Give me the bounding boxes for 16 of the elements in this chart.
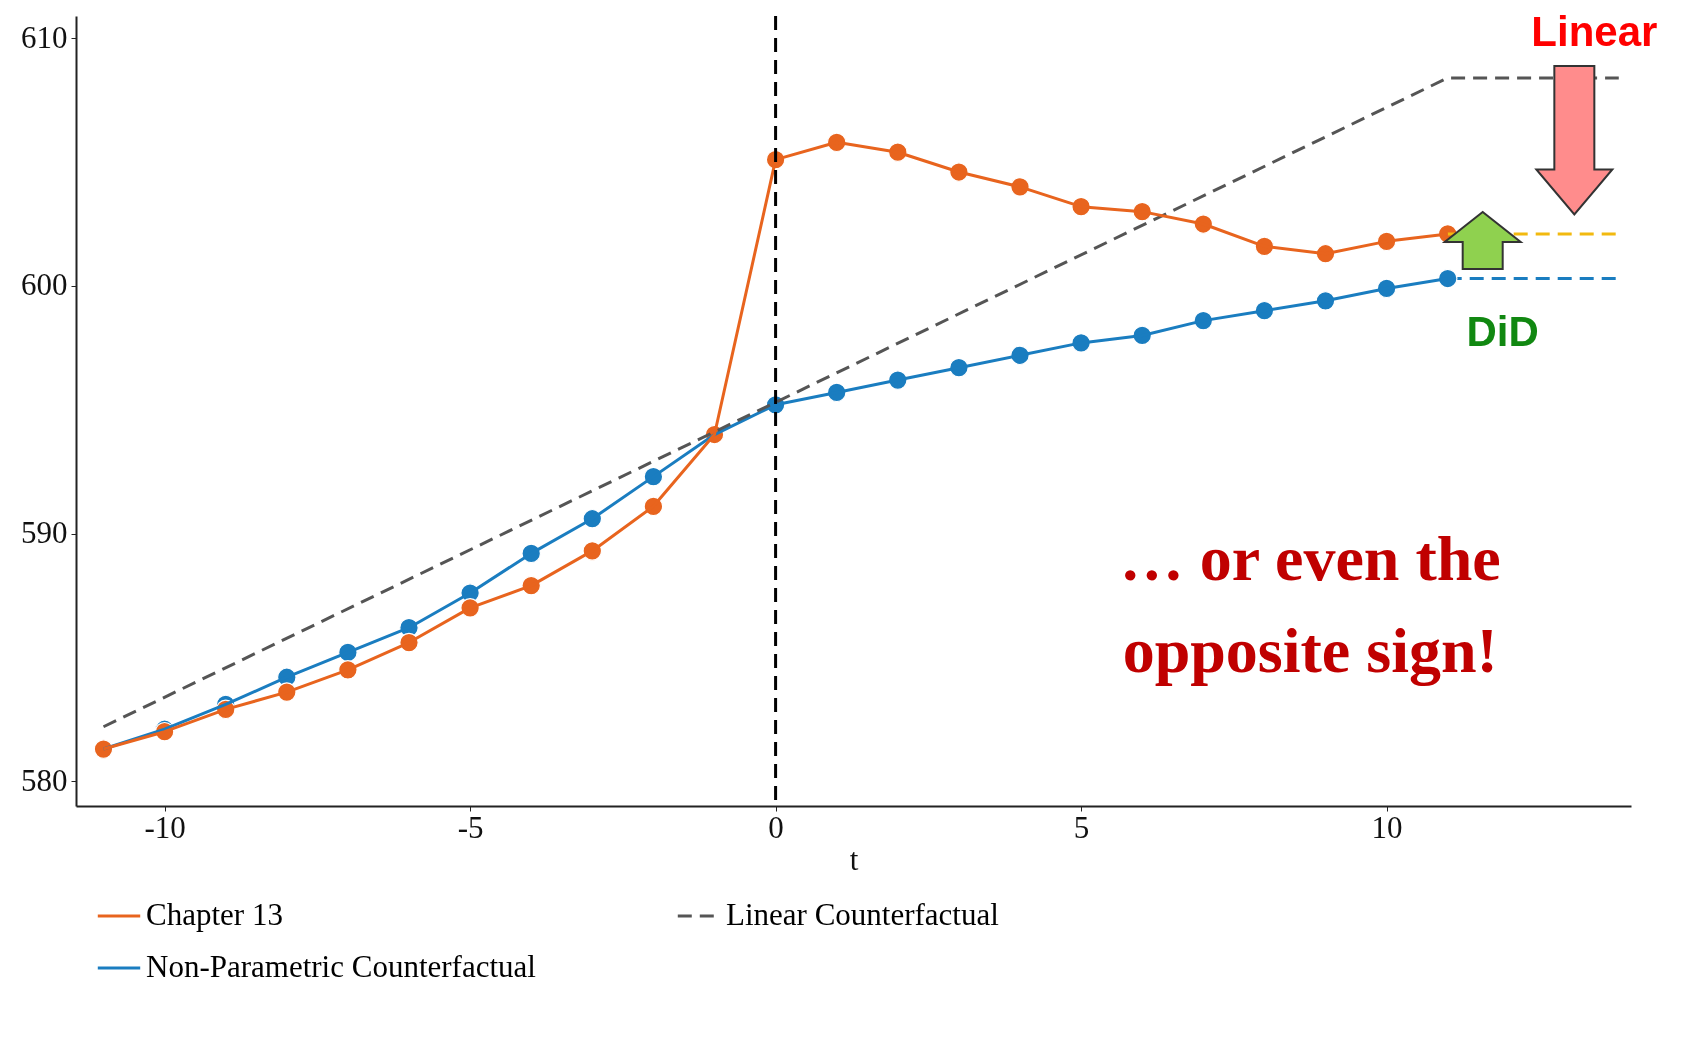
y-tick-label: 590 <box>21 515 68 551</box>
x-tick-label: -5 <box>457 809 484 845</box>
x-tick-label: 10 <box>1371 809 1403 845</box>
legend-label: Linear Counterfactual <box>726 897 999 932</box>
x-axis-title: t <box>849 841 859 877</box>
annotation: DiD <box>1466 307 1539 355</box>
x-tick-label: -10 <box>144 809 186 845</box>
annotation: … or even the opposite sign! <box>1119 522 1501 686</box>
y-tick-label: 600 <box>21 267 68 303</box>
y-tick-label: 610 <box>21 19 68 55</box>
x-tick-label: 5 <box>1073 809 1090 845</box>
x-tick-label: 0 <box>768 809 784 845</box>
y-tick-label: 580 <box>21 762 68 798</box>
annotation: Linear <box>1531 8 1658 56</box>
legend-label: Chapter 13 <box>146 897 283 932</box>
legend-label: Non-Parametric Counterfactual <box>146 949 536 984</box>
